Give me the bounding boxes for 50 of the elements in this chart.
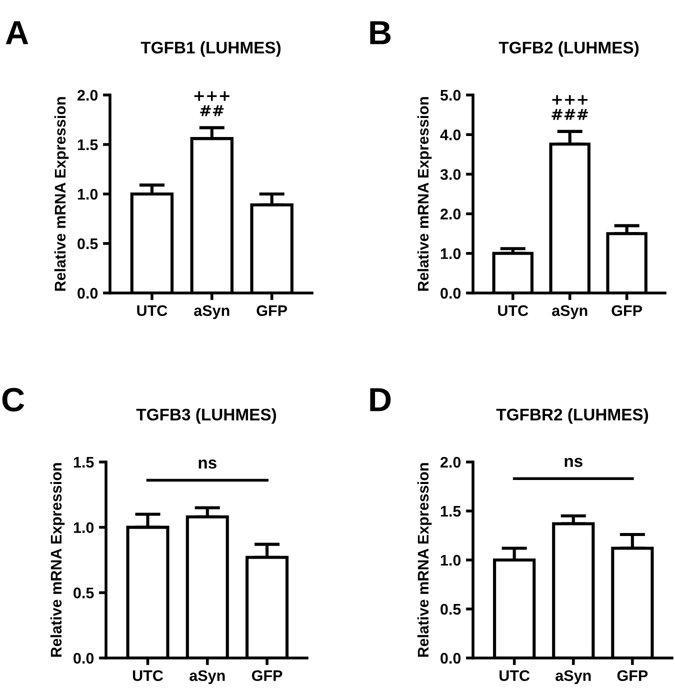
y-tick-label: 0.5 bbox=[78, 238, 98, 250]
annotation: +++ bbox=[552, 95, 588, 105]
x-tick-label: UTC bbox=[137, 305, 168, 316]
y-tick-label: 5.0 bbox=[440, 90, 461, 101]
annotation: ## bbox=[200, 105, 224, 116]
x-tick-label: GFP bbox=[617, 670, 648, 682]
y-tick-label: 1.0 bbox=[440, 248, 461, 260]
y-tick-label: 1.5 bbox=[74, 457, 94, 468]
x-tick-label: aSyn bbox=[190, 670, 225, 684]
y-tick-label: 1.5 bbox=[440, 506, 461, 517]
chart-title: TGFB1 (LUHMES) bbox=[140, 41, 281, 57]
chart-title: TGFB2 (LUHMES) bbox=[498, 41, 639, 57]
x-tick-label: aSyn bbox=[194, 305, 230, 320]
y-tick-label: 1.0 bbox=[440, 554, 461, 566]
text: A bbox=[6, 21, 28, 44]
y-tick-label: 3.0 bbox=[440, 169, 461, 180]
annotation: +++ bbox=[194, 91, 230, 101]
y-axis-title: Relative mRNA Expression bbox=[417, 97, 432, 291]
x-tick-label: UTC bbox=[498, 305, 528, 316]
y-tick-label: 0.0 bbox=[78, 288, 98, 299]
y-tick-label: 4.0 bbox=[440, 129, 461, 140]
x-tick-label: aSyn bbox=[556, 670, 591, 684]
y-axis-title: Relative mRNA Expression bbox=[54, 97, 69, 291]
x-tick-label: GFP bbox=[252, 670, 282, 682]
y-tick-label: 1.5 bbox=[78, 140, 98, 150]
y-tick-label: 2.0 bbox=[440, 208, 461, 220]
ref-line-label: ns bbox=[564, 458, 582, 468]
y-axis-title: Relative mRNA Expression bbox=[417, 463, 432, 657]
y-tick-label: 0.0 bbox=[440, 288, 461, 299]
chart-title: TGFB3 (LUHMES) bbox=[136, 408, 276, 424]
x-tick-label: UTC bbox=[500, 670, 530, 682]
chart-title: TGFBR2 (LUHMES) bbox=[496, 408, 648, 424]
y-tick-label: 2.0 bbox=[77, 90, 98, 101]
text: B bbox=[370, 21, 391, 44]
y-tick-label: 0.5 bbox=[440, 604, 461, 615]
text: C bbox=[2, 388, 24, 412]
annotation: ### bbox=[552, 108, 588, 120]
x-tick-label: GFP bbox=[612, 305, 642, 316]
x-tick-label: GFP bbox=[256, 305, 288, 316]
y-tick-label: 0.5 bbox=[74, 588, 94, 598]
text: D bbox=[370, 388, 391, 412]
y-tick-label: 1.0 bbox=[78, 188, 98, 200]
y-tick-label: 0.0 bbox=[440, 652, 461, 664]
x-tick-label: aSyn bbox=[552, 305, 588, 320]
y-tick-label: 2.0 bbox=[440, 456, 461, 468]
y-axis-title: Relative mRNA Expression bbox=[50, 463, 65, 657]
y-tick-label: 0.0 bbox=[74, 652, 94, 664]
y-tick-label: 1.0 bbox=[74, 522, 94, 534]
x-tick-label: UTC bbox=[132, 670, 164, 682]
ref-line-label: ns bbox=[198, 460, 216, 469]
